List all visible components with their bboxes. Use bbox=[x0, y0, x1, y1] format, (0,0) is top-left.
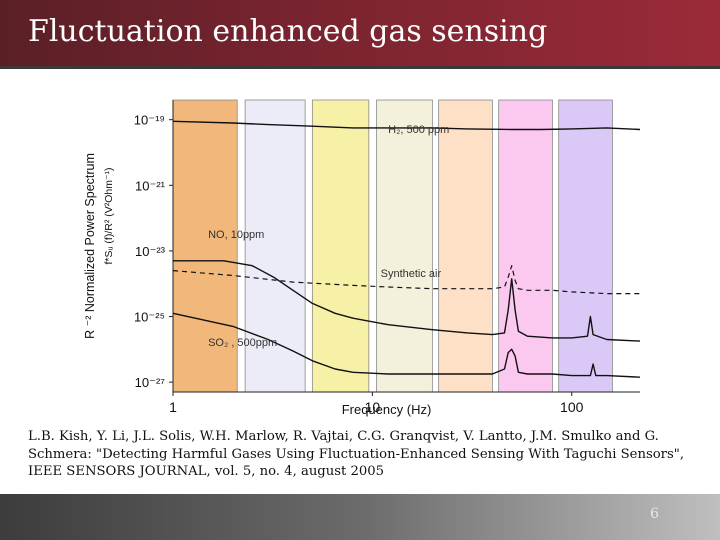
frequency-band bbox=[558, 99, 613, 393]
series-line bbox=[173, 260, 641, 342]
y-axis-sublabel: f*Sᵤ (f)/R² (V²Ohm⁻¹) bbox=[103, 167, 115, 264]
series-line bbox=[172, 312, 641, 378]
series-line bbox=[172, 265, 640, 295]
gas-annotation: NO, 10ppm bbox=[208, 229, 264, 241]
frequency-band bbox=[498, 99, 553, 393]
y-tick-label: 10⁻²⁵ bbox=[134, 310, 165, 325]
x-tick-label: 10 bbox=[365, 399, 381, 415]
x-axis-label: Frequency (Hz) bbox=[342, 402, 432, 417]
x-tick-label: 1 bbox=[169, 399, 177, 415]
frequency-band bbox=[172, 99, 238, 393]
title-bar: Fluctuation enhanced gas sensing bbox=[0, 0, 720, 66]
frequency-band bbox=[376, 99, 433, 393]
y-tick-label: 10⁻¹⁹ bbox=[134, 113, 165, 128]
citation: L.B. Kish, Y. Li, J.L. Solis, W.H. Marlo… bbox=[28, 428, 688, 481]
gas-annotation: H₂, 500 ppm bbox=[388, 124, 449, 136]
power-spectrum-chart: 10⁻¹⁹ 10⁻²¹ 10⁻²³ 10⁻²⁵ 10⁻²⁷1 10 100 Frequency… bbox=[83, 99, 641, 417]
slide-number: 6 bbox=[650, 506, 659, 522]
y-tick-label: 10⁻²¹ bbox=[135, 178, 166, 193]
gas-annotation: Synthetic air bbox=[381, 268, 442, 280]
citation-line: IEEE SENSORS JOURNAL, vol. 5, no. 4, aug… bbox=[28, 464, 385, 479]
y-axis-label: R ⁻² Normalized Power Spectrum bbox=[83, 153, 97, 339]
frequency-band bbox=[311, 99, 370, 393]
citation-line: Schmera: "Detecting Harmful Gases Using … bbox=[28, 446, 685, 462]
y-tick-label: 10⁻²³ bbox=[135, 244, 166, 259]
slide-title: Fluctuation enhanced gas sensing bbox=[28, 14, 548, 49]
figure: 10⁻¹⁹ 10⁻²¹ 10⁻²³ 10⁻²⁵ 10⁻²⁷ 1 10 100 Frequency… bbox=[70, 92, 660, 422]
y-tick-label: 10⁻²⁷ bbox=[135, 375, 166, 390]
frequency-band bbox=[438, 99, 493, 393]
series-line bbox=[172, 120, 641, 131]
gas-annotation: SO₂ , 500ppm bbox=[208, 337, 277, 349]
footer-bar bbox=[0, 494, 720, 540]
title-divider bbox=[0, 66, 720, 69]
x-tick-label: 100 bbox=[560, 399, 584, 415]
citation-line: L.B. Kish, Y. Li, J.L. Solis, W.H. Marlo… bbox=[28, 429, 659, 444]
